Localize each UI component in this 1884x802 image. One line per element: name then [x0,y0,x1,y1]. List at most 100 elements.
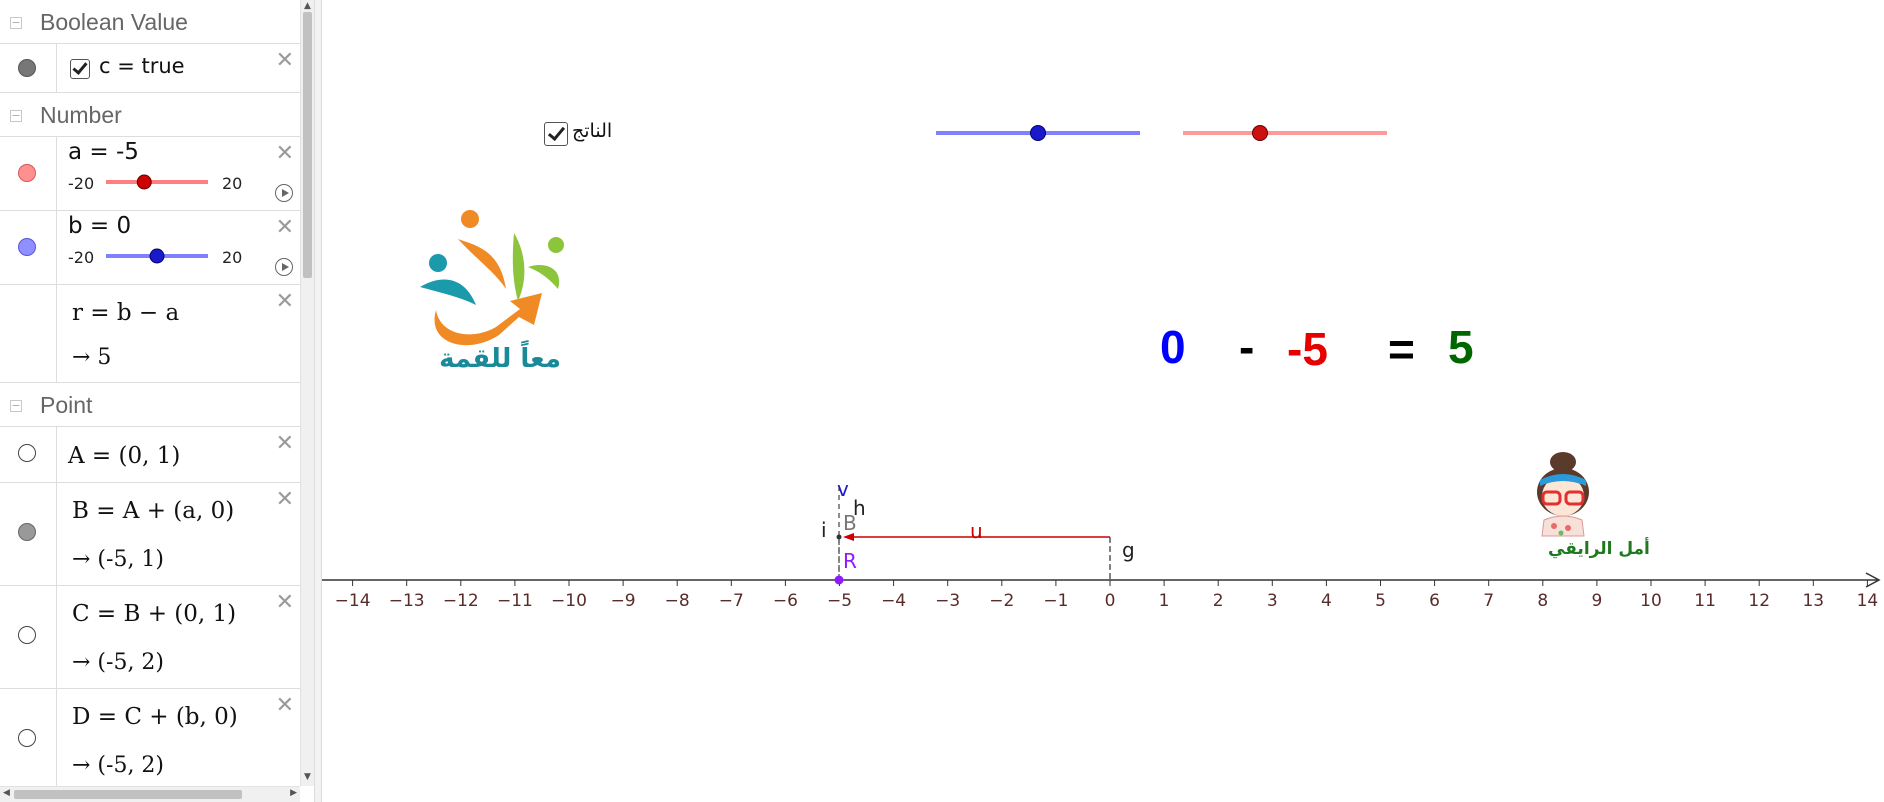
checkbox-c[interactable] [70,59,90,79]
marble-column [0,689,57,791]
x-axis-tick-label: 7 [1483,591,1494,611]
x-axis-ticks: −14 −13 −12 −11 −10 −9 −8 −7 −6 −5 −4 −3 −2 −1 0 1 2 3 4 5 6… [335,580,1878,611]
slider-a-min: -20 [68,174,95,193]
play-animation-icon[interactable] [275,258,293,276]
logo-figure-head [429,254,447,272]
number-r-result: → 5 [72,345,112,370]
marble-column [0,137,57,210]
number-a-text: a = -5 [68,139,139,165]
category-label: Number [40,102,122,128]
scroll-up-icon[interactable]: ▲ [304,1,311,11]
delete-icon[interactable]: ✕ [275,693,294,718]
visibility-toggle-C[interactable] [18,626,36,644]
point-D-result: → (-5, 2) [72,753,165,778]
x-axis-tick-label: 9 [1591,591,1602,611]
graphics-view[interactable]: الناتج معاً للقمة 0 - -5 = 5 أمل الرايقي [322,0,1884,802]
visibility-toggle-b[interactable] [18,238,36,256]
label-B: B [843,511,857,535]
delete-icon[interactable]: ✕ [275,487,294,512]
label-g: g [1122,538,1135,562]
point-D-definition: D = C + (b, 0) [72,704,238,730]
horizontal-scrollbar[interactable]: ◀ ▶ [0,786,300,802]
x-axis-tick-label: −1 [1043,591,1068,611]
delete-icon[interactable]: ✕ [275,141,294,166]
scroll-right-icon[interactable]: ▶ [290,788,297,798]
algebra-row-a[interactable]: a = -5 -20 20 ✕ [0,137,300,211]
avatar-face [1542,476,1584,516]
visibility-toggle-B[interactable] [18,523,36,541]
algebra-row-A[interactable]: A = (0, 1) ✕ [0,427,300,483]
algebra-row-b[interactable]: b = 0 -20 20 ✕ [0,211,300,285]
x-axis-tick-label: 1 [1159,591,1170,611]
x-axis-tick-label: −4 [881,591,906,611]
algebra-view: − Boolean Value c = true ✕ − Number a = … [0,0,300,802]
delete-icon[interactable]: ✕ [275,590,294,615]
slider-b-knob [149,248,165,264]
horizontal-scroll-thumb[interactable] [14,790,242,799]
marble-column [0,44,57,92]
collapse-number-icon[interactable]: − [10,109,22,122]
equation-result: 5 [1448,321,1474,373]
play-animation-icon[interactable] [275,184,293,202]
equation-a-value: -5 [1287,323,1328,375]
number-r-definition: r = b − a [72,300,180,326]
logo-figure-head [548,237,564,253]
x-axis-tick-label: 12 [1748,591,1770,611]
point-A-definition: A = (0, 1) [68,443,181,469]
delete-icon[interactable]: ✕ [275,431,294,456]
avatar-headband [1540,474,1586,486]
category-boolean-value[interactable]: − Boolean Value [0,0,300,44]
x-axis-tick-label: −11 [497,591,533,611]
label-v: v [837,477,849,501]
result-checkbox[interactable] [544,122,568,146]
point-C-definition: C = B + (0, 1) [72,601,237,627]
collapse-point-icon[interactable]: − [10,399,22,412]
algebra-row-C[interactable]: C = B + (0, 1) → (-5, 2) ✕ [0,586,300,689]
visibility-toggle-A[interactable] [18,444,36,462]
x-axis-tick-label: 5 [1375,591,1386,611]
x-axis-tick-label: 13 [1802,591,1824,611]
avatar-hair-bun [1550,452,1576,472]
delete-icon[interactable]: ✕ [275,48,294,73]
boolean-c-text: c = true [99,54,185,78]
category-number[interactable]: − Number [0,93,300,137]
slider-a-graphic[interactable] [1180,120,1390,146]
visibility-toggle-a[interactable] [18,164,36,182]
vertical-scroll-thumb[interactable] [303,12,312,278]
label-u: u [970,519,983,543]
scroll-down-icon[interactable]: ▼ [304,772,311,782]
x-axis-arrow-icon [1865,572,1881,588]
algebra-row-r[interactable]: r = b − a → 5 ✕ [0,285,300,383]
x-axis-tick-label: 2 [1213,591,1224,611]
x-axis-tick-label: 11 [1694,591,1716,611]
algebra-row-c[interactable]: c = true ✕ [0,44,300,93]
x-axis-tick-label: −12 [443,591,479,611]
scroll-left-icon[interactable]: ◀ [3,788,10,798]
slider-a-graphic-knob [1252,125,1268,141]
x-axis-tick-label: −10 [551,591,587,611]
visibility-toggle-c[interactable] [18,59,36,77]
avatar-glasses [1541,490,1562,506]
number-line[interactable]: −14 −13 −12 −11 −10 −9 −8 −7 −6 −5 −4 −3 −2 −1 0 1 2 3 4 5 6… [322,0,1884,802]
slider-a[interactable] [100,171,214,193]
logo-figure-head [461,210,479,228]
equation-equals: = [1388,323,1415,375]
slider-b-graphic[interactable] [933,120,1143,146]
x-axis-tick-label: 4 [1321,591,1332,611]
category-point[interactable]: − Point [0,383,300,427]
author-name: أمل الرايقي [1548,539,1650,559]
point-C-result: → (-5, 2) [72,650,165,675]
view-divider[interactable] [314,0,322,802]
visibility-toggle-D[interactable] [18,729,36,747]
x-axis-tick-label: −9 [611,591,636,611]
delete-icon[interactable]: ✕ [275,289,294,314]
logo-figure-body [458,239,506,289]
algebra-row-D[interactable]: D = C + (b, 0) → (-5, 2) ✕ [0,689,300,792]
vertical-scrollbar[interactable]: ▲ ▼ [300,0,314,786]
delete-icon[interactable]: ✕ [275,215,294,240]
algebra-row-B[interactable]: B = A + (a, 0) → (-5, 1) ✕ [0,483,300,586]
x-axis-tick-label: 3 [1267,591,1278,611]
logo-arrow [434,293,542,346]
collapse-boolean-icon[interactable]: − [10,16,22,29]
slider-b[interactable] [100,245,214,267]
